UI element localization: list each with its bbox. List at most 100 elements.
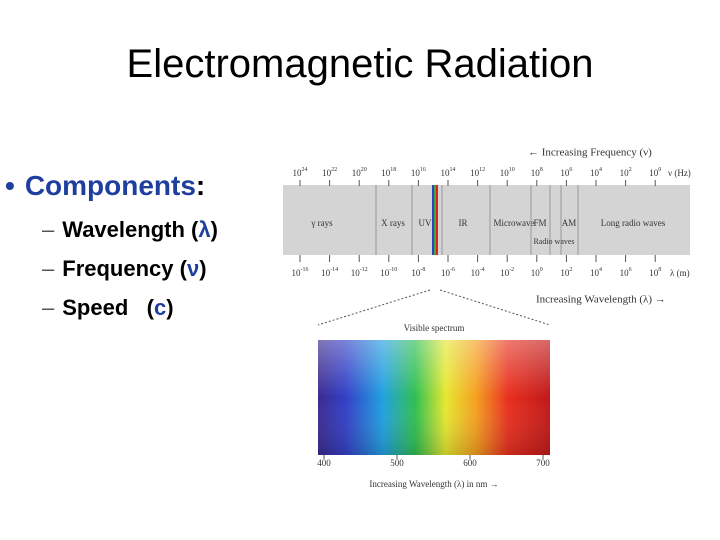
text-run: Speed ( bbox=[62, 295, 154, 320]
power-base: 10 bbox=[500, 268, 510, 278]
power-label: 10-10 bbox=[380, 267, 397, 278]
power-base: 10 bbox=[590, 168, 600, 178]
power-exponent: 4 bbox=[599, 167, 602, 173]
power-label: 1012 bbox=[470, 167, 485, 178]
power-exponent: 14 bbox=[450, 167, 456, 173]
power-label: 104 bbox=[590, 167, 602, 178]
power-exponent: -16 bbox=[301, 267, 309, 273]
region-label: Long radio waves bbox=[601, 218, 666, 228]
frequency-unit: ν (Hz) bbox=[668, 168, 691, 178]
region-label: FM bbox=[533, 218, 546, 228]
sub-item: – Speed (c) bbox=[42, 295, 174, 321]
zoom-line bbox=[439, 289, 551, 326]
power-base: 10 bbox=[381, 168, 391, 178]
power-exponent: 0 bbox=[540, 267, 543, 273]
slide-title: Electromagnetic Radiation bbox=[126, 42, 594, 86]
power-base: 10 bbox=[620, 268, 630, 278]
visible-tick-label: 500 bbox=[390, 458, 404, 468]
power-exponent: 20 bbox=[361, 167, 367, 173]
bullet: • Components: bbox=[5, 170, 205, 202]
text-run: ) bbox=[210, 217, 218, 242]
frequency-caption: ← Increasing Frequency (ν) bbox=[528, 147, 652, 159]
sub-item: – Wavelength (λ) bbox=[42, 217, 218, 243]
power-label: 1022 bbox=[322, 167, 337, 178]
text-run: ) bbox=[166, 295, 174, 320]
region-label: UV bbox=[419, 218, 432, 228]
power-exponent: 12 bbox=[479, 167, 485, 173]
power-base: 10 bbox=[531, 268, 541, 278]
wavelength-unit: λ (m) bbox=[670, 268, 690, 278]
power-exponent: 2 bbox=[569, 267, 572, 273]
power-base: 10 bbox=[292, 268, 302, 278]
power-exponent: -4 bbox=[480, 267, 485, 273]
power-label: 10-14 bbox=[321, 267, 338, 278]
visible-stripe bbox=[434, 185, 436, 255]
power-exponent: 22 bbox=[331, 167, 337, 173]
power-exponent: -10 bbox=[389, 267, 397, 273]
region-label: AM bbox=[562, 218, 577, 228]
power-label: 1010 bbox=[500, 167, 515, 178]
visible-stripe bbox=[436, 185, 438, 255]
power-base: 10 bbox=[352, 168, 362, 178]
power-exponent: -14 bbox=[330, 267, 338, 273]
power-base: 10 bbox=[411, 168, 421, 178]
power-label: 1018 bbox=[381, 167, 396, 178]
visible-stripe bbox=[432, 185, 434, 255]
text-run: Frequency ( bbox=[62, 256, 187, 281]
power-label: 106 bbox=[560, 167, 572, 178]
power-label: 1016 bbox=[411, 167, 426, 178]
power-label: 100 bbox=[531, 267, 543, 278]
power-exponent: -6 bbox=[450, 267, 455, 273]
power-base: 10 bbox=[322, 168, 332, 178]
visible-caption: Increasing Wavelength (λ) in nm → bbox=[369, 479, 498, 489]
power-base: 10 bbox=[321, 268, 331, 278]
power-label: 104 bbox=[590, 267, 602, 278]
text-run: Wavelength ( bbox=[62, 217, 199, 242]
power-exponent: 8 bbox=[540, 167, 543, 173]
power-label: 106 bbox=[620, 267, 632, 278]
power-exponent: 18 bbox=[390, 167, 396, 173]
power-exponent: -2 bbox=[509, 267, 514, 273]
text-run: c bbox=[153, 295, 167, 320]
power-base: 10 bbox=[411, 268, 421, 278]
power-label: 100 bbox=[649, 167, 661, 178]
power-base: 10 bbox=[649, 168, 659, 178]
power-label: 102 bbox=[560, 267, 572, 278]
power-exponent: 6 bbox=[629, 267, 632, 273]
power-base: 10 bbox=[380, 268, 390, 278]
marker: – bbox=[42, 217, 55, 242]
region-label: IR bbox=[459, 218, 468, 228]
region-label: γ rays bbox=[310, 218, 333, 228]
spectrum-band bbox=[283, 185, 690, 255]
power-base: 10 bbox=[293, 168, 303, 178]
power-base: 10 bbox=[560, 268, 570, 278]
marker: – bbox=[42, 256, 55, 281]
power-label: 1014 bbox=[441, 167, 456, 178]
power-exponent: -12 bbox=[360, 267, 368, 273]
power-exponent: 4 bbox=[599, 267, 602, 273]
power-exponent: 6 bbox=[569, 167, 572, 173]
power-base: 10 bbox=[471, 268, 481, 278]
power-base: 10 bbox=[351, 268, 361, 278]
text-run: ) bbox=[199, 256, 207, 281]
visible-title: Visible spectrum bbox=[404, 323, 465, 333]
text-run: Components bbox=[24, 170, 196, 201]
radio-label: Radio waves bbox=[533, 237, 574, 246]
power-label: 10-6 bbox=[441, 267, 455, 278]
power-exponent: -8 bbox=[420, 267, 425, 273]
power-label: 10-8 bbox=[411, 267, 425, 278]
power-base: 10 bbox=[441, 268, 451, 278]
power-label: 1024 bbox=[293, 167, 308, 178]
power-base: 10 bbox=[560, 168, 570, 178]
region-label: X rays bbox=[381, 218, 405, 228]
power-label: 10-12 bbox=[351, 267, 368, 278]
region-label: Microwave bbox=[494, 218, 535, 228]
power-label: 10-4 bbox=[471, 267, 485, 278]
power-label: 108 bbox=[531, 167, 543, 178]
visible-tick-label: 400 bbox=[317, 458, 331, 468]
visible-tick-label: 700 bbox=[536, 458, 550, 468]
power-label: 10-16 bbox=[292, 267, 309, 278]
power-exponent: 0 bbox=[658, 167, 661, 173]
